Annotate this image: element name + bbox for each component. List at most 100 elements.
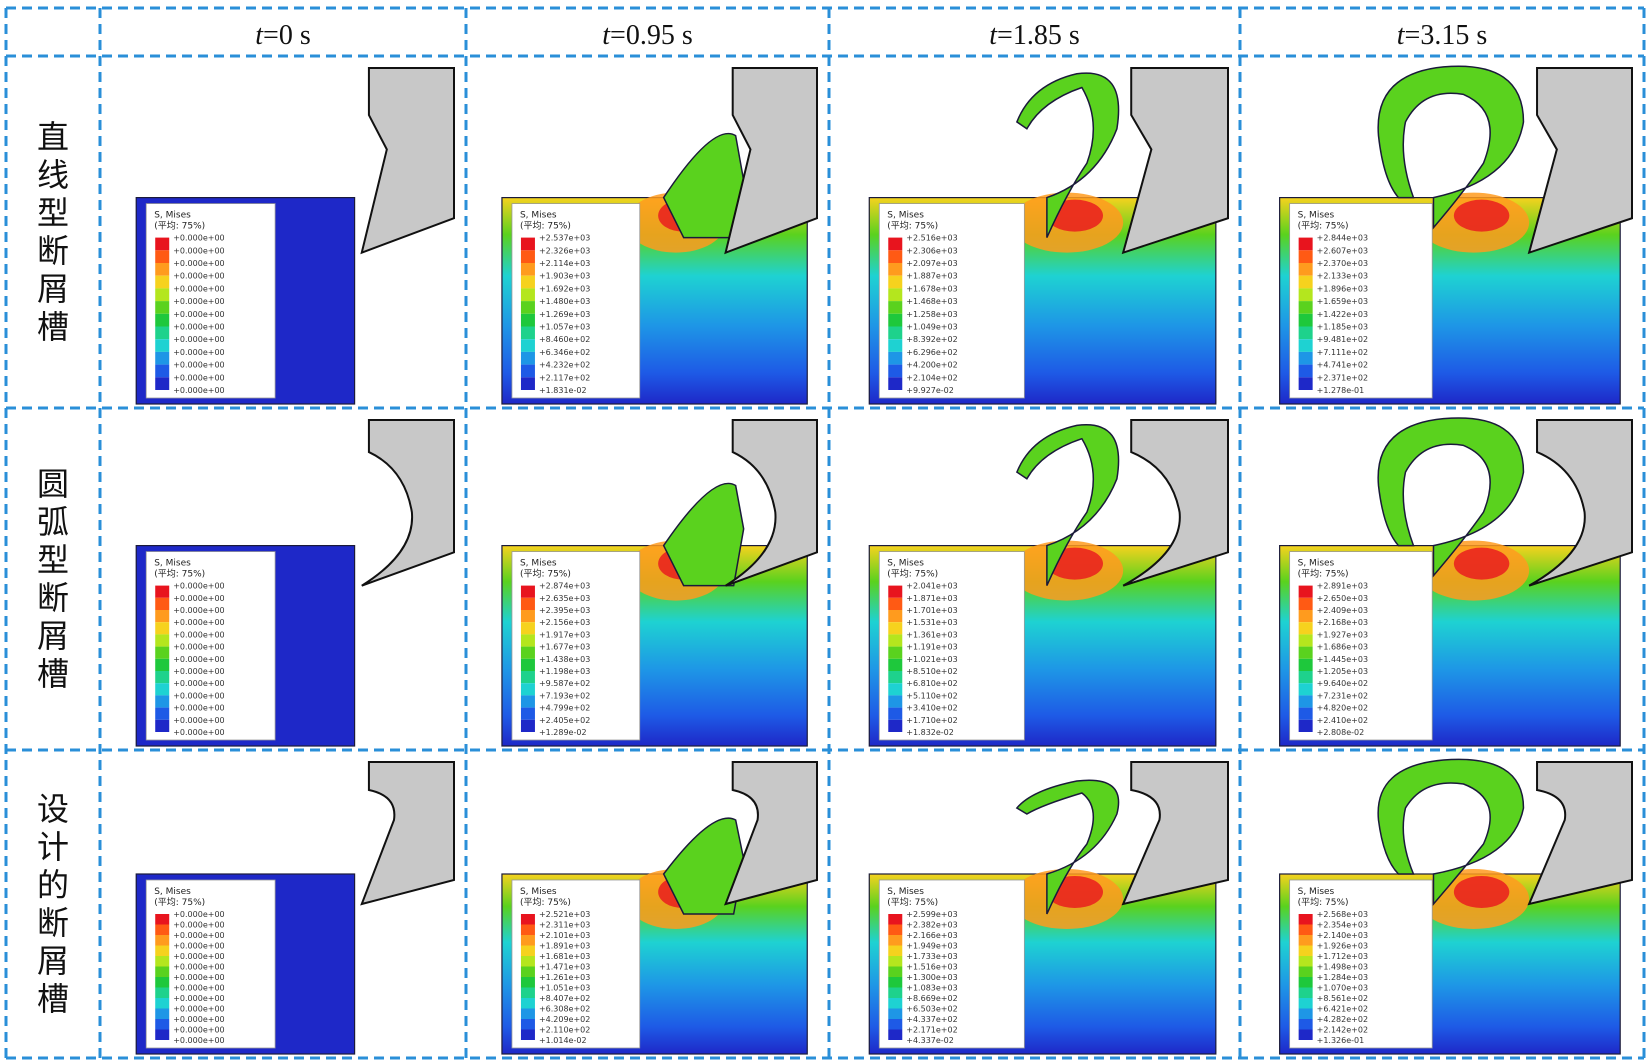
legend-value: +1.871e+03 <box>906 594 957 603</box>
legend-swatch <box>520 1019 535 1030</box>
legend-value: +2.168e+03 <box>1317 618 1368 627</box>
legend-value: +2.097e+03 <box>906 259 957 268</box>
legend-box <box>878 551 1025 741</box>
legend-value: +1.471e+03 <box>539 963 590 972</box>
legend-value: +9.927e-02 <box>906 386 954 395</box>
chip <box>662 482 745 587</box>
legend-swatch <box>1298 914 1313 925</box>
legend-value: +2.041e+03 <box>906 582 957 591</box>
legend-swatch <box>888 966 903 977</box>
legend-value: +0.000e+00 <box>173 1005 224 1014</box>
legend-value: +8.669e+02 <box>906 994 957 1003</box>
legend-value: +9.481e+02 <box>1317 335 1368 344</box>
legend-value: +1.831e-02 <box>539 386 587 395</box>
legend-swatch <box>888 364 903 378</box>
legend-swatch <box>1298 924 1313 935</box>
legend-box <box>1289 879 1433 1049</box>
legend-swatch <box>1298 935 1313 946</box>
legend-value: +1.701e+03 <box>906 606 957 615</box>
legend-swatch <box>520 924 535 935</box>
row-label-char: 弧 <box>37 503 69 541</box>
cutting-tool <box>1528 419 1633 587</box>
legend-value: +1.887e+03 <box>906 272 957 281</box>
legend-swatch <box>888 987 903 998</box>
legend-value: +7.193e+02 <box>539 691 590 700</box>
legend-swatch <box>1298 585 1313 598</box>
legend-box <box>1289 551 1433 741</box>
legend-swatch <box>1298 301 1313 314</box>
chip <box>1377 65 1525 230</box>
legend-swatch <box>1298 683 1313 696</box>
legend-value: +8.561e+02 <box>1317 994 1368 1003</box>
legend-swatch <box>1298 339 1313 352</box>
legend-subtitle: (平均: 75%) <box>1298 568 1349 580</box>
legend-swatch <box>155 945 170 956</box>
legend-value: +1.498e+03 <box>1317 963 1368 972</box>
legend: S, Mises(平均: 75%) +0.000e+00 +0.000e+00 +0.… <box>145 203 276 399</box>
legend-swatch <box>1298 977 1313 988</box>
legend-swatch <box>520 263 535 276</box>
legend-value: +0.000e+00 <box>173 691 224 700</box>
legend-swatch <box>1298 351 1313 365</box>
legend-swatch <box>155 683 170 696</box>
row-label-char: 断 <box>37 904 69 942</box>
legend-swatch <box>888 585 903 598</box>
legend-value: +2.354e+03 <box>1317 921 1368 930</box>
legend-box <box>878 879 1025 1049</box>
legend-swatch <box>520 377 535 390</box>
row-label-char: 断 <box>37 232 69 270</box>
legend-swatch <box>155 658 170 671</box>
legend: S, Mises(平均: 75%) +2.891e+03 +2.650e+03 +2.… <box>1289 551 1433 741</box>
chip <box>1377 417 1525 578</box>
legend-swatch <box>155 914 170 925</box>
cell-r1-c2: S, Mises(平均: 75%) +2.041e+03 +1.871e+03 +1.… <box>868 419 1229 747</box>
legend-value: +0.000e+00 <box>173 323 224 332</box>
cell-r2-c2: S, Mises(平均: 75%)+2.599e+03+2.382e+03+2.… <box>868 761 1229 1055</box>
legend-swatch <box>520 914 535 925</box>
legend-swatch <box>520 695 535 708</box>
legend-swatch <box>520 288 535 302</box>
legend-value: +2.599e+03 <box>906 910 957 919</box>
legend-value: +1.422e+03 <box>1317 310 1368 319</box>
legend-value: +1.531e+03 <box>906 618 957 627</box>
legend-swatch <box>520 634 535 647</box>
legend-title: S, Mises <box>520 211 557 221</box>
legend-swatch <box>888 597 903 610</box>
legend-value: +2.306e+03 <box>906 246 957 255</box>
legend-value: +2.133e+03 <box>1317 272 1368 281</box>
legend-value: +4.799e+02 <box>539 704 590 713</box>
column-header-1: t=0.95 s <box>602 20 692 51</box>
legend-swatch <box>155 646 170 659</box>
legend-value: +8.392e+02 <box>906 335 957 344</box>
legend-swatch <box>888 237 903 251</box>
chip <box>1377 758 1525 907</box>
legend-value: +1.917e+03 <box>539 630 590 639</box>
legend-value: +2.371e+02 <box>1317 373 1368 382</box>
legend-value: +0.000e+00 <box>173 297 224 306</box>
legend-subtitle: (平均: 75%) <box>1298 220 1349 232</box>
chip <box>662 132 745 239</box>
legend-swatch <box>520 301 535 314</box>
legend-swatch <box>520 998 535 1009</box>
legend-value: +2.142e+02 <box>1317 1026 1368 1035</box>
cutting-tool <box>361 419 455 587</box>
shear-zone-core <box>1453 199 1510 232</box>
legend-swatch <box>888 634 903 647</box>
row-label-char: 直 <box>37 118 69 156</box>
legend-swatch <box>520 671 535 684</box>
legend-value: +0.000e+00 <box>173 259 224 268</box>
legend-value: +2.410e+02 <box>1317 716 1368 725</box>
legend-swatch <box>888 1008 903 1019</box>
shear-zone-core <box>1453 876 1510 908</box>
legend-swatch <box>888 658 903 671</box>
column-header-3: t=3.15 s <box>1397 20 1487 51</box>
legend-swatch <box>155 719 170 732</box>
legend-title: S, Mises <box>154 887 191 897</box>
legend-swatch <box>155 313 170 327</box>
legend-swatch <box>1298 326 1313 340</box>
legend-value: +2.650e+03 <box>1317 594 1368 603</box>
legend-value: +1.261e+03 <box>539 973 590 982</box>
legend-swatch <box>1298 377 1313 390</box>
legend-value: +0.000e+00 <box>173 679 224 688</box>
legend-value: +0.000e+00 <box>173 618 224 627</box>
